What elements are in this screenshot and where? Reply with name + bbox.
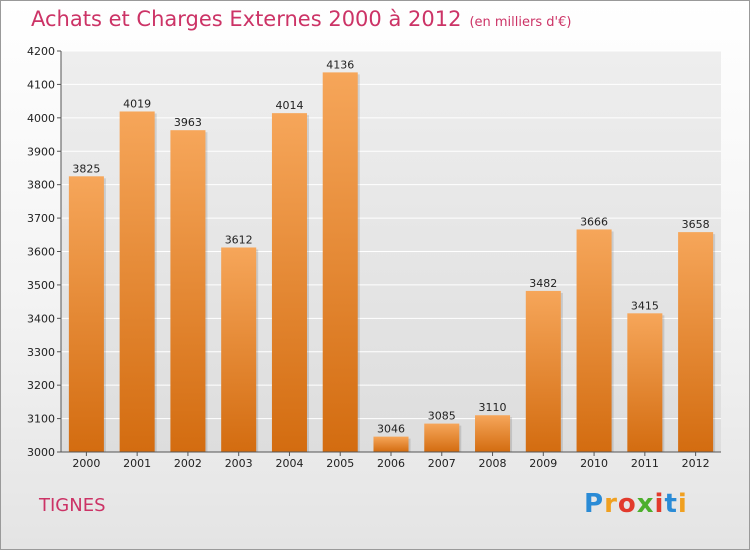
x-tick-label: 2007 bbox=[428, 457, 456, 470]
x-tick-label: 2012 bbox=[682, 457, 710, 470]
y-tick-label: 3500 bbox=[27, 279, 55, 292]
data-label: 3612 bbox=[225, 233, 253, 246]
data-label: 3658 bbox=[682, 218, 710, 231]
x-tick-label: 2002 bbox=[174, 457, 202, 470]
logo-letter: x bbox=[636, 489, 655, 519]
bar-2008 bbox=[475, 415, 511, 452]
chart-title-text: Achats et Charges Externes 2000 à 2012 bbox=[31, 7, 462, 31]
y-tick-label: 3900 bbox=[27, 145, 55, 158]
x-tick-label: 2008 bbox=[479, 457, 507, 470]
data-label: 4014 bbox=[275, 99, 303, 112]
y-tick-label: 3100 bbox=[27, 413, 55, 426]
chart-title: Achats et Charges Externes 2000 à 2012 (e… bbox=[31, 7, 571, 31]
chart-subtitle: (en milliers d'€) bbox=[469, 15, 572, 30]
y-axis: 3000 3100 3200 3300 3400 3500 3600 3700 3800 3900… bbox=[27, 45, 62, 459]
data-label: 3085 bbox=[428, 410, 456, 423]
data-label: 4136 bbox=[326, 58, 354, 71]
data-label: 3963 bbox=[174, 116, 202, 129]
x-tick-label: 2009 bbox=[529, 457, 557, 470]
bar-2001 bbox=[119, 111, 155, 453]
x-tick-label: 2005 bbox=[326, 457, 354, 470]
x-tick-label: 2003 bbox=[225, 457, 253, 470]
bar-2009 bbox=[525, 290, 561, 452]
bar-2006 bbox=[373, 436, 409, 452]
y-tick-label: 3200 bbox=[27, 379, 55, 392]
logo-letter: i bbox=[654, 489, 665, 519]
logo-letter: o bbox=[617, 489, 637, 519]
x-tick-label: 2006 bbox=[377, 457, 405, 470]
logo-letter: t bbox=[664, 489, 678, 519]
data-label: 3046 bbox=[377, 423, 405, 436]
logo-letter: r bbox=[604, 489, 618, 519]
bar-2012 bbox=[678, 232, 714, 452]
bar-2003 bbox=[221, 247, 257, 452]
x-axis: 2000 2001 2002 2003 2004 2005 2006 2007 2008 2009… bbox=[61, 451, 721, 470]
data-label: 3482 bbox=[529, 277, 557, 290]
x-tick-label: 2004 bbox=[275, 457, 303, 470]
y-tick-label: 3800 bbox=[27, 179, 55, 192]
bars-group: 3825 4019 3963 3612 4014 4136 3046 3085 3110 3482… bbox=[68, 58, 716, 453]
y-tick-label: 3300 bbox=[27, 346, 55, 359]
y-tick-label: 3700 bbox=[27, 212, 55, 225]
y-tick-label: 4000 bbox=[27, 112, 55, 125]
y-tick-label: 4100 bbox=[27, 78, 55, 91]
logo-letter: i bbox=[677, 489, 688, 519]
bar-2000 bbox=[68, 176, 104, 452]
data-label: 3825 bbox=[72, 162, 100, 175]
y-tick-label: 3400 bbox=[27, 312, 55, 325]
y-tick-label: 3000 bbox=[27, 446, 55, 459]
data-label: 3110 bbox=[479, 401, 507, 414]
x-tick-label: 2000 bbox=[72, 457, 100, 470]
x-tick-label: 2011 bbox=[631, 457, 659, 470]
bar-2010 bbox=[576, 229, 612, 452]
bar-2011 bbox=[627, 313, 663, 452]
x-tick-label: 2001 bbox=[123, 457, 151, 470]
bar-2002 bbox=[170, 130, 206, 452]
y-tick-label: 4200 bbox=[27, 45, 55, 58]
data-label: 3415 bbox=[631, 299, 659, 312]
bar-2005 bbox=[322, 72, 358, 453]
bar-2007 bbox=[424, 423, 460, 452]
logo-letter: P bbox=[584, 489, 605, 519]
data-label: 4019 bbox=[123, 97, 151, 110]
bar-2004 bbox=[271, 113, 307, 452]
city-name: TIGNES bbox=[39, 495, 106, 516]
data-label: 3666 bbox=[580, 215, 608, 228]
x-tick-label: 2010 bbox=[580, 457, 608, 470]
y-tick-label: 3600 bbox=[27, 246, 55, 259]
proxiti-logo: Proxiti bbox=[584, 489, 688, 519]
